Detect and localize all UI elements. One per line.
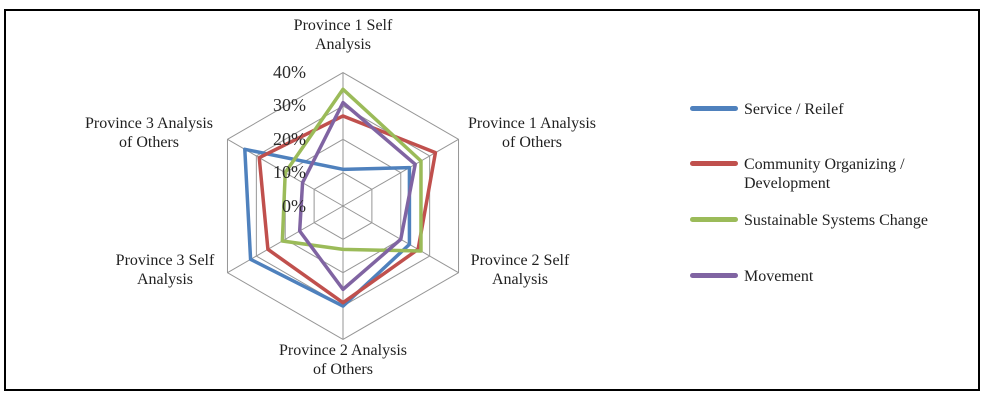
radial-tick-label-10: 10% (273, 162, 306, 182)
axis-label-province-3-others: Province 3 Analysis of Others (85, 115, 213, 151)
axis-label-province-1-others: Province 1 Analysis of Others (468, 115, 596, 151)
axis-label-province-3-self: Province 3 Self Analysis (115, 252, 215, 288)
radial-tick-label-20: 20% (273, 129, 306, 149)
axis-label-province-2-self: Province 2 Self Analysis (470, 252, 570, 288)
axis-label-province-1-self: Province 1 Self Analysis (293, 17, 393, 53)
radial-tick-label-30: 30% (273, 95, 306, 115)
axis-label-province-2-others: Province 2 Analysis of Others (279, 342, 407, 378)
radial-tick-label-40: 40% (273, 62, 306, 82)
chart-border (4, 9, 980, 391)
radial-tick-label-0: 0% (282, 196, 306, 216)
